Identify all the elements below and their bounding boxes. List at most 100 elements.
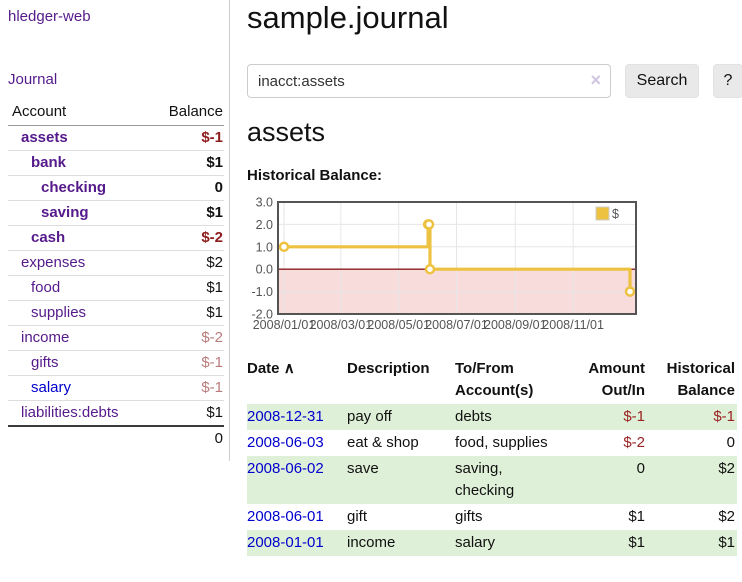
account-link-food[interactable]: food [31,279,61,296]
account-link-expenses[interactable]: expenses [21,254,86,271]
transaction-accounts: salary [455,534,496,551]
account-row: assets $-1 [8,126,224,151]
transaction-balance: $2 [718,460,735,477]
account-balance: $-2 [148,225,224,251]
svg-text:2008/09/01: 2008/09/01 [484,318,547,332]
account-balance: $-1 [201,129,223,146]
help-button[interactable]: ? [713,64,742,98]
transaction-balance: 0 [726,434,735,451]
register-row: 2008-06-02 save saving, checking 0 $2 [247,456,737,504]
account-link-assets[interactable]: assets [21,129,68,146]
register-header-amount: Amount Out/In [588,360,645,399]
svg-text:-2.0: -2.0 [251,308,273,322]
accounts-total-row: 0 [8,425,224,451]
sort-ascending-icon: ∧ [283,360,295,377]
accounts-total-balance: 0 [148,425,224,451]
svg-text:0.0: 0.0 [256,263,273,277]
chart-canvas: 2008/01/012008/03/012008/05/012008/07/01… [251,196,637,332]
account-row: salary $-1 [8,375,224,401]
svg-text:$: $ [612,207,619,221]
account-heading: assets [247,117,326,147]
transaction-date-link[interactable]: 2008-06-01 [247,508,324,525]
transaction-balance: $1 [718,534,735,551]
account-balance: $1 [148,150,224,176]
account-link-bank[interactable]: bank [31,154,67,171]
account-balance: $1 [148,200,224,226]
transaction-description: eat & shop [347,434,419,451]
transaction-amount: $1 [628,534,645,551]
transaction-accounts: food, supplies [455,434,548,451]
app-title-link[interactable]: hledger-web [8,8,91,25]
account-balance: $-2 [148,325,224,351]
svg-text:2.0: 2.0 [256,218,273,232]
transaction-accounts: saving, checking [455,460,515,499]
account-link-checking[interactable]: checking [41,179,107,196]
transaction-accounts: gifts [455,508,483,525]
main-content: sample.journal × Search ? assets Histori… [230,0,742,556]
account-link-income[interactable]: income [21,329,70,346]
transaction-description: pay off [347,408,392,425]
account-row: expenses $2 [8,250,224,276]
account-row: bank $1 [8,150,224,176]
page-title: sample.journal [247,0,449,35]
account-balance: $2 [148,250,224,276]
transaction-description: income [347,534,396,551]
account-row: cash $-2 [8,225,224,251]
account-row: saving $1 [8,200,224,226]
register-table: Date ∧ Description To/From Account(s) Am… [247,356,737,556]
sidebar: hledger-web Journal Account Balance asse… [0,0,230,461]
account-row: food $1 [8,275,224,301]
account-link-gifts[interactable]: gifts [31,354,59,371]
transaction-balance: $-1 [713,408,735,425]
search-form: × Search ? [247,64,742,98]
account-link-cash[interactable]: cash [31,229,66,246]
transaction-amount: $-2 [623,434,645,451]
transaction-amount: 0 [636,460,645,477]
transaction-amount: $1 [628,508,645,525]
accounts-table: Account Balance assets $-1 bank $1 check… [8,100,224,451]
svg-text:2008/07/01: 2008/07/01 [425,318,488,332]
svg-text:2008/01/01: 2008/01/01 [253,318,316,332]
register-row: 2008-06-01 gift gifts $1 $2 [247,504,737,530]
svg-text:1.0: 1.0 [256,240,273,254]
account-row: income $-2 [8,325,224,351]
accounts-header-balance: Balance [148,100,224,126]
chart-title: Historical Balance: [247,167,383,184]
register-header-balance: Historical Balance [666,360,735,399]
register-row: 2008-12-31 pay off debts $-1 $-1 [247,404,737,430]
search-box: × [247,64,611,98]
svg-text:2008/05/01: 2008/05/01 [367,318,430,332]
svg-text:-1.0: -1.0 [251,285,273,299]
account-link-salary[interactable]: salary [31,379,72,396]
account-link-supplies[interactable]: supplies [31,304,87,321]
account-row: supplies $1 [8,300,224,326]
svg-text:2008/11/01: 2008/11/01 [542,318,604,332]
transaction-date-link[interactable]: 2008-01-01 [247,534,324,551]
transaction-date-link[interactable]: 2008-12-31 [247,408,324,425]
register-header-description: Description [347,360,430,377]
search-input[interactable] [247,64,611,98]
account-link-liabilities-debts[interactable]: liabilities:debts [21,404,119,421]
account-balance: $1 [148,275,224,301]
account-row: checking 0 [8,175,224,201]
register-header-date[interactable]: Date ∧ [247,360,295,377]
transaction-date-link[interactable]: 2008-06-03 [247,434,324,451]
clear-search-icon[interactable]: × [590,70,601,90]
transaction-amount: $-1 [623,408,645,425]
account-balance: $1 [148,400,224,426]
transaction-date-link[interactable]: 2008-06-02 [247,460,324,477]
account-row: liabilities:debts $1 [8,400,224,426]
transaction-description: gift [347,508,368,525]
svg-text:2008/03/01: 2008/03/01 [310,318,373,332]
register-row: 2008-06-03 eat & shop food, supplies $-2… [247,430,737,456]
account-balance: 0 [148,175,224,201]
register-header-accounts: To/From Account(s) [455,360,534,399]
register-row: 2008-01-01 income salary $1 $1 [247,530,737,556]
account-link-saving[interactable]: saving [41,204,89,221]
search-button[interactable]: Search [625,64,699,98]
account-balance: $-1 [148,350,224,376]
svg-text:3.0: 3.0 [256,196,273,210]
account-balance: $1 [148,300,224,326]
sidebar-item-journal[interactable]: Journal [8,71,58,88]
transaction-accounts: debts [455,408,492,425]
